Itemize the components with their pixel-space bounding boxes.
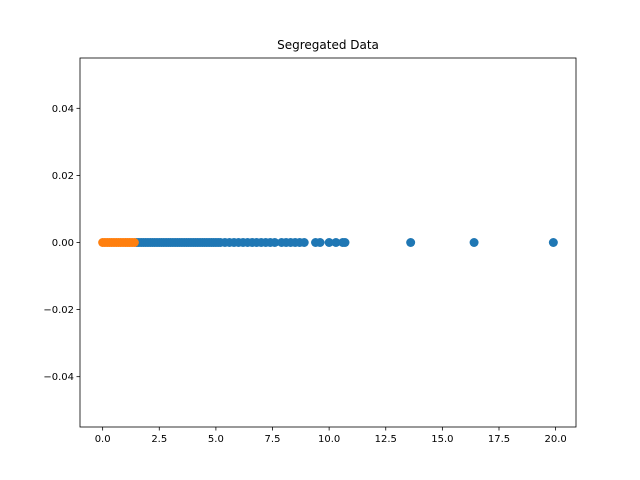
data-point-s0-59 bbox=[331, 238, 341, 247]
x-tick-label: 17.5 bbox=[488, 434, 510, 445]
data-point-s1-14 bbox=[129, 238, 139, 247]
x-tick-label: 7.5 bbox=[265, 434, 281, 445]
data-point-s0-57 bbox=[315, 238, 325, 247]
x-tick-label: 20.0 bbox=[544, 434, 566, 445]
x-tick-label: 10.0 bbox=[318, 434, 340, 445]
data-point-s0-62 bbox=[406, 238, 416, 247]
x-tick-label: 5.0 bbox=[208, 434, 224, 445]
y-tick-label: −0.04 bbox=[43, 372, 74, 383]
y-tick-label: 0.04 bbox=[52, 104, 74, 115]
axes-frame bbox=[79, 57, 577, 428]
data-point-s0-61 bbox=[340, 238, 350, 247]
data-point-s0-58 bbox=[324, 238, 334, 247]
x-tick-label: 15.0 bbox=[431, 434, 453, 445]
data-point-s0-63 bbox=[469, 238, 479, 247]
data-point-s0-64 bbox=[548, 238, 558, 247]
x-tick-label: 2.5 bbox=[151, 434, 167, 445]
x-tick-label: 0.0 bbox=[95, 434, 111, 445]
x-axis: 0.0 2.5 5.0 7.5 10.0 12.5 15.0 17.5 20.0 bbox=[95, 427, 567, 445]
y-tick-label: 0.02 bbox=[52, 171, 74, 182]
data-point-s0-55 bbox=[299, 238, 309, 247]
y-tick-label: −0.02 bbox=[43, 305, 74, 316]
data-point-s0-49 bbox=[270, 238, 280, 247]
x-tick-label: 12.5 bbox=[375, 434, 397, 445]
y-tick-label: 0.00 bbox=[52, 238, 74, 249]
chart-title: Segregated Data bbox=[277, 38, 379, 52]
y-axis: −0.04 −0.02 0.00 0.02 0.04 bbox=[43, 104, 80, 383]
points-layer bbox=[98, 238, 558, 247]
